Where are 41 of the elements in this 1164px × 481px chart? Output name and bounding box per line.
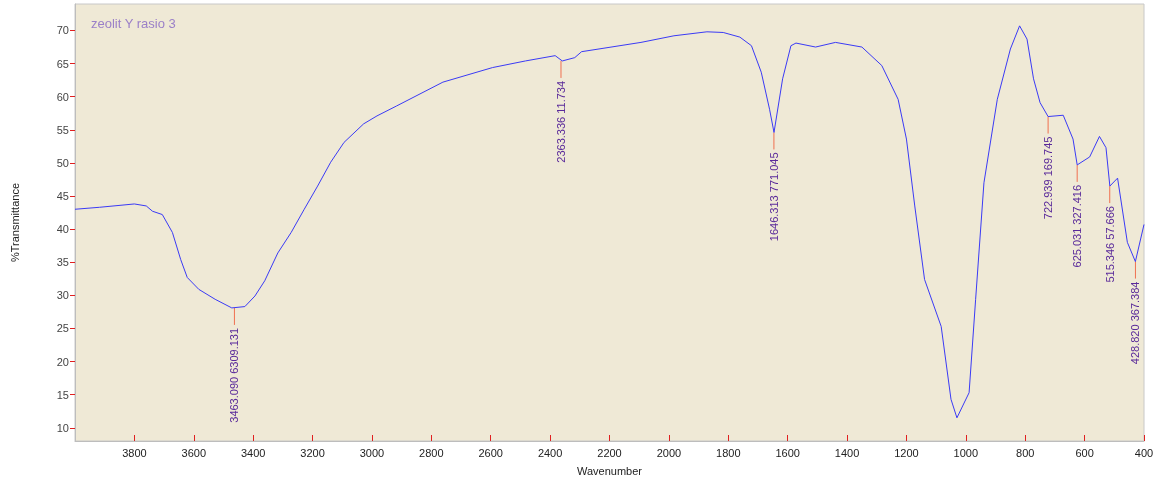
- x-tick-label: 3000: [359, 446, 385, 459]
- x-tick-label: 800: [1016, 446, 1035, 459]
- annotation: 722.939 169.745: [1042, 136, 1055, 220]
- y-tick-label: 35: [56, 256, 69, 269]
- annotation: 625.031 327.416: [1071, 184, 1084, 268]
- y-tick-label: 55: [56, 123, 69, 136]
- x-tick-label: 3200: [300, 446, 325, 459]
- x-axis-title: Wavenumber: [576, 464, 643, 477]
- x-tick-label: 1200: [894, 446, 919, 459]
- x-tick-label: 400: [1134, 446, 1154, 459]
- x-tick-label: 2400: [537, 446, 563, 459]
- x-tick-label: 1800: [716, 446, 741, 459]
- x-tick-label: 2000: [656, 446, 682, 459]
- annotation: 1646.313 771.045: [767, 152, 780, 242]
- annotation: 3463.090 6309.131: [228, 327, 241, 423]
- y-tick-label: 65: [56, 57, 69, 70]
- y-tick-label: 60: [56, 90, 69, 103]
- annotation: 2363.336 11.734: [555, 80, 567, 163]
- annotation: 428.820 367.384: [1129, 281, 1142, 365]
- x-tick-label: 3400: [240, 446, 266, 459]
- y-tick-label: 40: [56, 223, 69, 236]
- x-tick-label: 3800: [122, 446, 147, 459]
- y-tick-label: 50: [56, 156, 69, 169]
- x-tick-label: 3600: [181, 446, 207, 459]
- y-axis-title: %Transmittance: [8, 182, 21, 263]
- x-tick-label: 2600: [478, 446, 503, 459]
- y-tick-label: 45: [56, 190, 69, 203]
- x-tick-label: 600: [1075, 446, 1094, 459]
- y-tick-label: 20: [56, 355, 69, 368]
- text: zeolit Y rasio 3: [91, 16, 176, 31]
- x-tick-label: 1400: [834, 446, 860, 459]
- x-tick-label: 2200: [597, 446, 622, 459]
- y-tick-label: 25: [56, 322, 69, 335]
- x-tick-label: 1600: [775, 446, 800, 459]
- x-tick-label: 2800: [419, 446, 444, 459]
- y-tick-label: 70: [56, 24, 69, 37]
- y-tick-label: 10: [56, 421, 69, 434]
- y-tick-label: 30: [56, 289, 69, 302]
- y-tick-label: 15: [56, 388, 69, 401]
- x-tick-label: 1000: [953, 446, 979, 459]
- annotation: 515.346 57.666: [1103, 206, 1116, 283]
